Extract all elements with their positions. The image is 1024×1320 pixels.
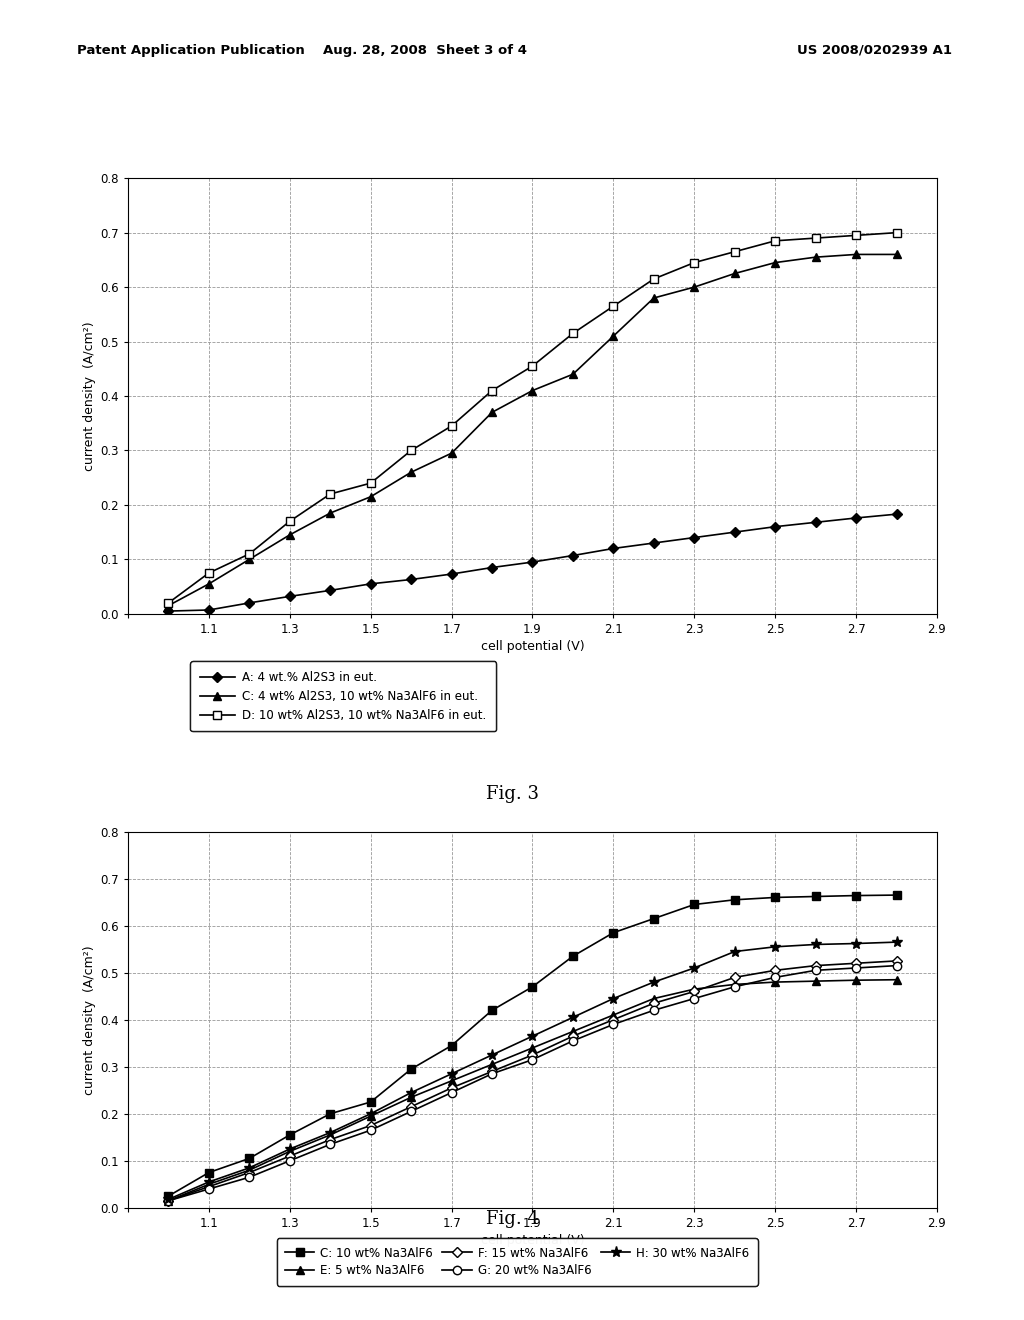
Text: US 2008/0202939 A1: US 2008/0202939 A1 — [798, 44, 952, 57]
Text: Patent Application Publication: Patent Application Publication — [77, 44, 304, 57]
Text: Fig. 3: Fig. 3 — [485, 785, 539, 804]
Text: Fig. 4: Fig. 4 — [485, 1210, 539, 1229]
Y-axis label: current density  (A/cm²): current density (A/cm²) — [83, 321, 96, 471]
Text: Aug. 28, 2008  Sheet 3 of 4: Aug. 28, 2008 Sheet 3 of 4 — [323, 44, 527, 57]
Y-axis label: current density  (A/cm²): current density (A/cm²) — [83, 945, 96, 1094]
Legend: C: 10 wt% Na3AlF6, E: 5 wt% Na3AlF6, F: 15 wt% Na3AlF6, G: 20 wt% Na3AlF6, H: 30: C: 10 wt% Na3AlF6, E: 5 wt% Na3AlF6, F: … — [276, 1238, 758, 1286]
X-axis label: cell potential (V): cell potential (V) — [480, 640, 585, 653]
X-axis label: cell potential (V): cell potential (V) — [480, 1234, 585, 1247]
Legend: A: 4 wt.% Al2S3 in eut., C: 4 wt% Al2S3, 10 wt% Na3AlF6 in eut., D: 10 wt% Al2S3: A: 4 wt.% Al2S3 in eut., C: 4 wt% Al2S3,… — [190, 661, 496, 731]
